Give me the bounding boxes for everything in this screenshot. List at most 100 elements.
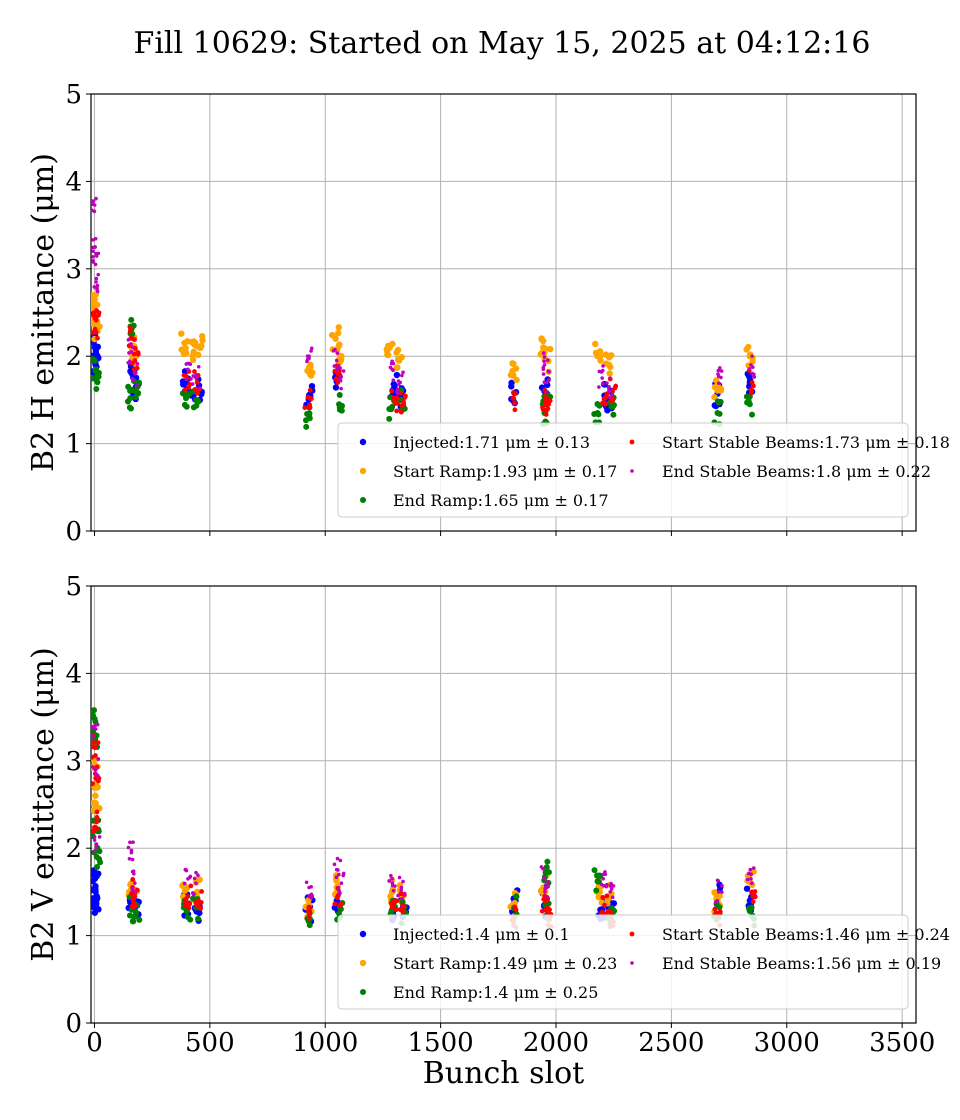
data-point [187, 916, 194, 923]
data-point [91, 249, 95, 254]
series-start-stable-beams [91, 308, 756, 417]
data-point [513, 893, 520, 900]
data-point [748, 904, 755, 911]
data-point [307, 371, 314, 378]
data-point [606, 385, 611, 390]
data-point [609, 881, 614, 886]
x-tick-label: 2500 [638, 1028, 704, 1058]
data-point [303, 423, 310, 430]
panel-h-emittance: 0 1 2 3 4 5 B2 H emittance (μm) Injected:1.71 μ… [26, 80, 950, 547]
data-point [91, 828, 96, 834]
data-point [545, 895, 550, 899]
data-point [92, 882, 99, 890]
data-point [92, 767, 97, 771]
data-point [394, 395, 400, 401]
legend-marker [359, 930, 367, 938]
data-point [126, 845, 131, 850]
x-axis-label: Bunch slot [423, 1056, 584, 1091]
data-point [127, 857, 132, 861]
data-point [129, 342, 133, 346]
data-point [393, 907, 399, 912]
legend-entry: Start Ramp:1.93 μm ± 0.17 [393, 462, 617, 481]
data-point [750, 354, 754, 358]
legend-marker [360, 497, 366, 503]
data-point [127, 405, 134, 412]
data-point [336, 885, 341, 890]
data-point [338, 891, 342, 896]
data-point [610, 397, 616, 403]
data-point [92, 326, 98, 332]
data-point [307, 402, 313, 408]
data-point [608, 890, 613, 894]
data-point [189, 377, 193, 381]
data-point [189, 352, 196, 359]
data-point [541, 896, 547, 902]
data-point [716, 410, 723, 417]
data-point [396, 379, 401, 383]
data-point [94, 772, 98, 776]
data-point [126, 360, 130, 365]
data-point [94, 895, 101, 902]
data-point [192, 369, 197, 374]
data-point [190, 891, 195, 895]
data-point [750, 899, 756, 905]
data-point [131, 351, 137, 357]
data-point [610, 895, 615, 900]
data-point [199, 889, 204, 894]
legend-box [337, 914, 909, 1010]
data-point [601, 876, 605, 881]
data-point [96, 757, 100, 761]
y-tick-label: 5 [65, 80, 82, 110]
data-point [338, 366, 342, 370]
data-point [390, 380, 398, 388]
data-point [194, 351, 202, 359]
data-point [711, 393, 718, 401]
data-point [94, 842, 99, 846]
y-tick-label: 4 [65, 659, 82, 689]
x-tick-label: 2000 [523, 1028, 589, 1058]
data-point [306, 915, 312, 921]
data-point [91, 255, 95, 259]
data-point [335, 324, 342, 331]
series-start-ramp [91, 291, 756, 401]
data-point [196, 364, 201, 369]
data-point [182, 900, 188, 905]
data-point [752, 889, 758, 894]
data-point [749, 876, 753, 881]
data-point [544, 390, 549, 394]
legend-entry: Start Stable Beams:1.46 μm ± 0.24 [662, 925, 950, 944]
data-point [94, 301, 101, 308]
legend-box [337, 422, 909, 518]
data-point [395, 387, 400, 392]
data-point [133, 903, 138, 909]
data-point [513, 376, 520, 384]
data-point [92, 838, 97, 842]
plot-frame [90, 93, 917, 532]
data-point [539, 908, 545, 914]
data-point [95, 740, 101, 746]
data-point [96, 272, 101, 277]
data-point [192, 876, 197, 881]
data-point [748, 867, 753, 872]
data-point [334, 358, 339, 363]
data-point [94, 254, 99, 258]
data-point [91, 744, 96, 750]
panel-v-emittance: 0 500 1000 1500 2000 2500 3000 3500 0 1 2 3 4 5 B2 V e… [26, 572, 950, 1091]
data-point [93, 245, 97, 249]
data-point [91, 258, 95, 263]
data-point [600, 376, 604, 380]
data-point [401, 879, 405, 884]
data-point [389, 873, 393, 878]
data-point [306, 905, 312, 910]
x-tick-label: 1500 [408, 1028, 474, 1058]
data-point [181, 887, 189, 894]
legend-entry: Injected:1.71 μm ± 0.13 [393, 433, 590, 452]
data-point [186, 367, 190, 372]
data-point [716, 904, 723, 911]
legend-entry: End Ramp:1.4 μm ± 0.25 [393, 983, 598, 1002]
data-point [599, 882, 604, 887]
data-point [338, 858, 343, 863]
data-point [750, 893, 756, 899]
x-tick-label: 500 [185, 1028, 235, 1058]
data-point [719, 369, 724, 373]
